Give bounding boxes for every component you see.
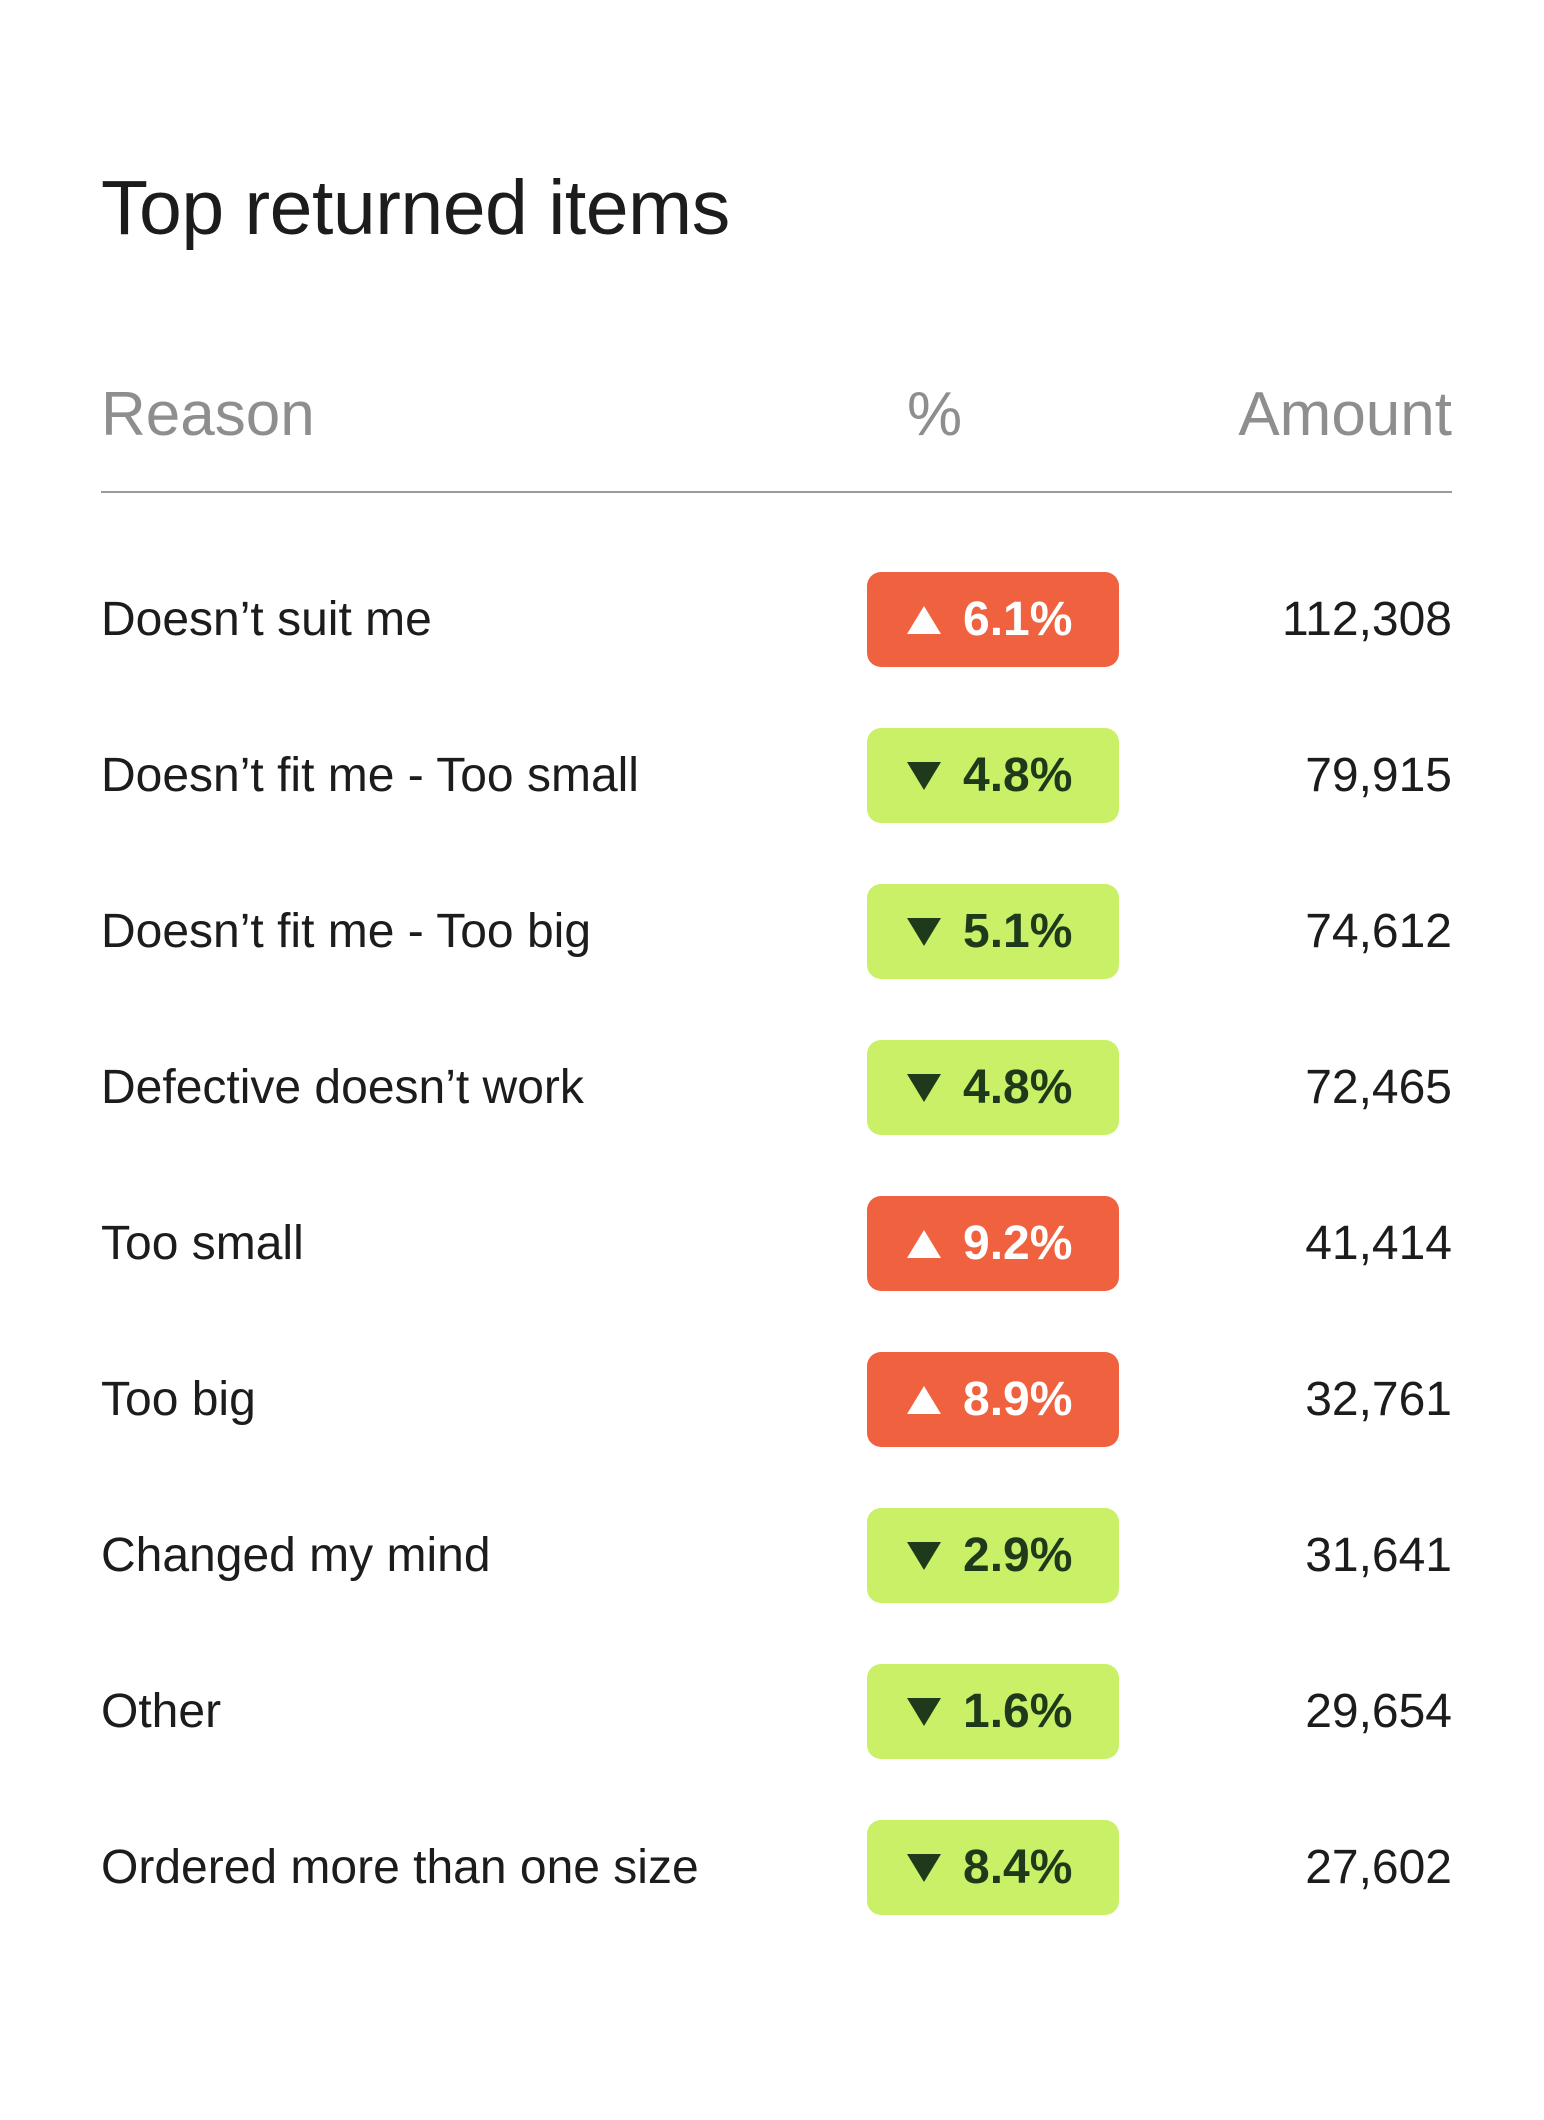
page-title: Top returned items: [101, 165, 730, 251]
change-value: 4.8%: [963, 749, 1073, 802]
table-row: Doesn’t fit me - Too small 4.8% 79,915: [101, 728, 1452, 823]
change-badge-down: 8.4%: [867, 1820, 1119, 1915]
change-value: 5.1%: [963, 905, 1073, 958]
table-body: Doesn’t suit me 6.1% 112,308 Doesn’t fit me…: [101, 572, 1452, 1976]
change-value: 8.9%: [963, 1373, 1073, 1426]
row-reason: Doesn’t fit me - Too big: [101, 905, 592, 958]
table-row: Changed my mind 2.9% 31,641: [101, 1508, 1452, 1603]
change-badge-up: 9.2%: [867, 1196, 1119, 1291]
row-reason: Too small: [101, 1217, 304, 1270]
table-row: Too small 9.2% 41,414: [101, 1196, 1452, 1291]
triangle-down-icon: [907, 1541, 941, 1570]
row-reason: Defective doesn’t work: [101, 1061, 584, 1114]
change-value: 1.6%: [963, 1685, 1073, 1738]
change-value: 2.9%: [963, 1529, 1073, 1582]
change-badge-down: 5.1%: [867, 884, 1119, 979]
row-reason: Ordered more than one size: [101, 1841, 699, 1894]
change-badge-down: 1.6%: [867, 1664, 1119, 1759]
change-value: 9.2%: [963, 1217, 1073, 1270]
table-row: Doesn’t fit me - Too big 5.1% 74,612: [101, 884, 1452, 979]
row-amount: 27,602: [1305, 1841, 1452, 1894]
row-reason: Doesn’t suit me: [101, 593, 432, 646]
change-value: 4.8%: [963, 1061, 1073, 1114]
change-badge-down: 4.8%: [867, 728, 1119, 823]
row-reason: Doesn’t fit me - Too small: [101, 749, 639, 802]
triangle-down-icon: [907, 1073, 941, 1102]
table-row: Too big 8.9% 32,761: [101, 1352, 1452, 1447]
row-amount: 74,612: [1305, 905, 1452, 958]
triangle-down-icon: [907, 1853, 941, 1882]
table-row: Defective doesn’t work 4.8% 72,465: [101, 1040, 1452, 1135]
row-amount: 79,915: [1305, 749, 1452, 802]
row-reason: Too big: [101, 1373, 256, 1426]
table-row: Ordered more than one size 8.4% 27,602: [101, 1820, 1452, 1915]
triangle-up-icon: [907, 1229, 941, 1258]
triangle-up-icon: [907, 605, 941, 634]
row-reason: Other: [101, 1685, 222, 1738]
header-divider: [101, 491, 1452, 493]
row-reason: Changed my mind: [101, 1529, 491, 1582]
triangle-down-icon: [907, 1697, 941, 1726]
row-amount: 41,414: [1305, 1217, 1452, 1270]
column-header-amount: Amount: [1238, 380, 1452, 449]
change-badge-down: 2.9%: [867, 1508, 1119, 1603]
triangle-down-icon: [907, 917, 941, 946]
column-header-reason: Reason: [101, 380, 315, 449]
change-value: 8.4%: [963, 1841, 1073, 1894]
row-amount: 29,654: [1305, 1685, 1452, 1738]
change-badge-down: 4.8%: [867, 1040, 1119, 1135]
change-value: 6.1%: [963, 593, 1073, 646]
row-amount: 72,465: [1305, 1061, 1452, 1114]
column-header-percent: %: [907, 380, 963, 449]
row-amount: 32,761: [1305, 1373, 1452, 1426]
row-amount: 112,308: [1282, 593, 1452, 646]
table-row: Other 1.6% 29,654: [101, 1664, 1452, 1759]
triangle-up-icon: [907, 1385, 941, 1414]
row-amount: 31,641: [1305, 1529, 1452, 1582]
table-header: Reason % Amount: [101, 380, 1452, 450]
change-badge-up: 8.9%: [867, 1352, 1119, 1447]
change-badge-up: 6.1%: [867, 572, 1119, 667]
table-row: Doesn’t suit me 6.1% 112,308: [101, 572, 1452, 667]
triangle-down-icon: [907, 761, 941, 790]
